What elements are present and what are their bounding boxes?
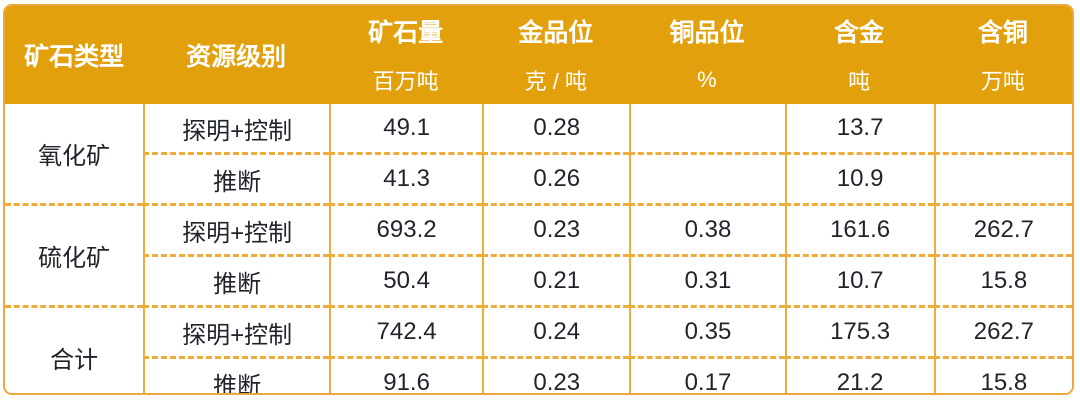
value-cell: 0.31 bbox=[629, 254, 785, 305]
value-cell: 15.8 bbox=[933, 254, 1072, 305]
value-cell: 13.7 bbox=[784, 104, 934, 152]
value-cell: 0.26 bbox=[482, 152, 630, 203]
unit-copper-content: 万吨 bbox=[933, 56, 1072, 104]
value-cell: 41.3 bbox=[329, 152, 483, 203]
unit-ore-amount: 百万吨 bbox=[329, 56, 483, 104]
header-label-row: 矿石类型 资源级别 矿石量 金品位 铜品位 含金 含铜 bbox=[5, 6, 1072, 104]
col-header-copper-content: 含铜 bbox=[933, 6, 1072, 56]
value-cell: 10.7 bbox=[784, 254, 934, 305]
table-row: 硫化矿 探明+控制 693.2 0.23 0.38 161.6 262.7 bbox=[5, 203, 1072, 305]
value-cell: 0.17 bbox=[629, 356, 785, 393]
level-cell: 推断 bbox=[143, 254, 330, 305]
ore-resource-table: 矿石类型 资源级别 矿石量 金品位 铜品位 含金 含铜 百万吨 克 / 吨 % … bbox=[3, 4, 1074, 395]
ore-type-cell: 合计 bbox=[5, 305, 144, 393]
level-cell: 推断 bbox=[143, 356, 330, 393]
value-cell: 262.7 bbox=[933, 203, 1072, 254]
level-cell: 探明+控制 bbox=[143, 305, 330, 356]
col-header-resource-level: 资源级别 bbox=[143, 6, 330, 104]
level-cell: 推断 bbox=[143, 152, 330, 203]
value-cell: 91.6 bbox=[329, 356, 483, 393]
level-cell: 探明+控制 bbox=[143, 203, 330, 254]
value-cell: 0.23 bbox=[482, 356, 630, 393]
value-cell bbox=[629, 104, 785, 152]
value-cell: 742.4 bbox=[329, 305, 483, 356]
table-header: 矿石类型 资源级别 矿石量 金品位 铜品位 含金 含铜 百万吨 克 / 吨 % … bbox=[5, 6, 1072, 104]
value-cell: 0.23 bbox=[482, 203, 630, 254]
value-cell: 175.3 bbox=[784, 305, 934, 356]
value-cell bbox=[933, 152, 1072, 203]
col-header-gold-grade: 金品位 bbox=[482, 6, 630, 56]
value-cell: 0.21 bbox=[482, 254, 630, 305]
table-row: 推断 41.3 0.26 10.9 bbox=[5, 152, 1072, 203]
col-header-ore-type: 矿石类型 bbox=[5, 6, 144, 104]
table-row: 合计 探明+控制 742.4 0.24 0.35 175.3 262.7 bbox=[5, 305, 1072, 393]
value-cell: 0.38 bbox=[629, 203, 785, 254]
table-body: 氧化矿 探明+控制 49.1 0.28 13.7 推断 41.3 0.26 10… bbox=[5, 104, 1072, 393]
table-row: 氧化矿 探明+控制 49.1 0.28 13.7 bbox=[5, 104, 1072, 203]
col-header-ore-amount: 矿石量 bbox=[329, 6, 483, 56]
unit-copper-grade: % bbox=[629, 56, 785, 104]
resource-table: 矿石类型 资源级别 矿石量 金品位 铜品位 含金 含铜 百万吨 克 / 吨 % … bbox=[5, 6, 1072, 393]
value-cell: 0.24 bbox=[482, 305, 630, 356]
unit-gold-content: 吨 bbox=[784, 56, 934, 104]
col-header-copper-grade: 铜品位 bbox=[629, 6, 785, 56]
header-unit-row: 百万吨 克 / 吨 % 吨 万吨 bbox=[5, 56, 1072, 104]
ore-type-cell: 氧化矿 bbox=[5, 104, 144, 203]
level-cell: 探明+控制 bbox=[143, 104, 330, 152]
value-cell: 21.2 bbox=[784, 356, 934, 393]
col-header-gold-content: 含金 bbox=[784, 6, 934, 56]
value-cell: 50.4 bbox=[329, 254, 483, 305]
ore-type-cell: 硫化矿 bbox=[5, 203, 144, 305]
value-cell: 0.35 bbox=[629, 305, 785, 356]
value-cell bbox=[933, 104, 1072, 152]
value-cell: 262.7 bbox=[933, 305, 1072, 356]
value-cell: 161.6 bbox=[784, 203, 934, 254]
unit-gold-grade: 克 / 吨 bbox=[482, 56, 630, 104]
value-cell: 15.8 bbox=[933, 356, 1072, 393]
value-cell: 10.9 bbox=[784, 152, 934, 203]
value-cell bbox=[629, 152, 785, 203]
value-cell: 0.28 bbox=[482, 104, 630, 152]
table-row: 推断 50.4 0.21 0.31 10.7 15.8 bbox=[5, 254, 1072, 305]
value-cell: 49.1 bbox=[329, 104, 483, 152]
value-cell: 693.2 bbox=[329, 203, 483, 254]
table-row: 推断 91.6 0.23 0.17 21.2 15.8 bbox=[5, 356, 1072, 393]
